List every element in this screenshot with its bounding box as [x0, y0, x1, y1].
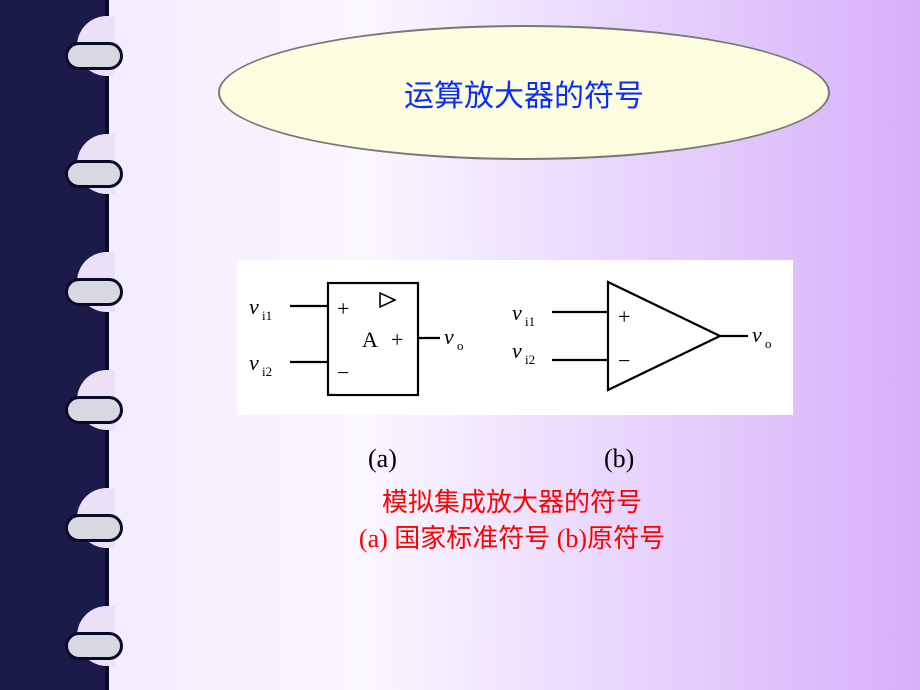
- title-text: 运算放大器的符号: [404, 71, 644, 115]
- title-ellipse: 运算放大器的符号: [218, 25, 830, 160]
- caption-line2: (a) 国家标准符号 (b)原符号: [232, 518, 792, 555]
- caption-b: (b): [604, 444, 634, 474]
- binder-ring: [65, 632, 123, 660]
- binder-ring: [65, 278, 123, 306]
- caption-a: (a): [368, 444, 397, 474]
- slide: 运算放大器的符号 v i1 v i2 v o + − A +: [0, 0, 920, 690]
- binder-ring: [65, 396, 123, 424]
- binder-ring: [65, 160, 123, 188]
- diagram-background: [237, 260, 793, 415]
- binder-ring: [65, 514, 123, 542]
- binder-ring: [65, 42, 123, 70]
- caption-line1: 模拟集成放大器的符号: [232, 482, 792, 519]
- spiral-binder: [0, 0, 109, 690]
